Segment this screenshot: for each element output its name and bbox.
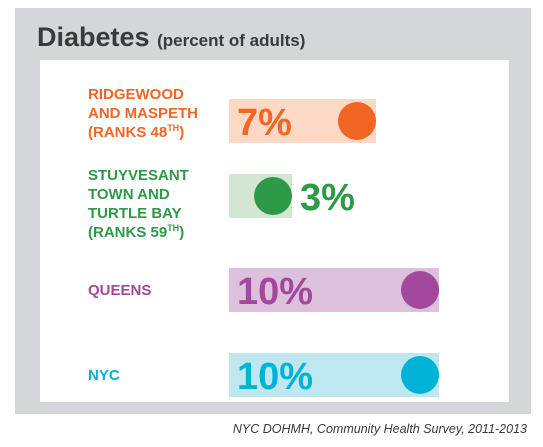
chart-subtitle: (percent of adults) xyxy=(157,31,306,50)
value-label-4: 10% xyxy=(237,356,313,398)
bar-end-dot-1 xyxy=(338,102,376,140)
category-label-2-line-1: STUYVESANT xyxy=(88,167,189,184)
chart-title-main: Diabetes xyxy=(37,22,150,52)
bar-end-dot-2 xyxy=(254,177,292,215)
category-label-4-line-1: NYC xyxy=(88,367,120,384)
category-label-2-line-2: TOWN AND xyxy=(88,186,170,203)
value-label-3: 10% xyxy=(237,271,313,313)
category-label-2-line-3: TURTLE BAY xyxy=(88,205,182,222)
category-label-1-line-3: (RANKS 48TH) xyxy=(88,123,184,141)
bar-end-dot-3 xyxy=(401,271,439,309)
value-label-1: 7% xyxy=(237,102,292,144)
category-label-2-line-4: (RANKS 59TH) xyxy=(88,223,184,241)
source-note: NYC DOHMH, Community Health Survey, 2011… xyxy=(232,422,527,436)
category-label-1-line-2: AND MASPETH xyxy=(88,105,198,122)
chart-title: Diabetes (percent of adults) xyxy=(37,22,305,53)
category-label-3-line-1: QUEENS xyxy=(88,282,151,299)
value-label-2: 3% xyxy=(300,177,355,219)
bar-end-dot-4 xyxy=(401,356,439,394)
category-label-1-line-1: RIDGEWOOD xyxy=(88,86,184,103)
